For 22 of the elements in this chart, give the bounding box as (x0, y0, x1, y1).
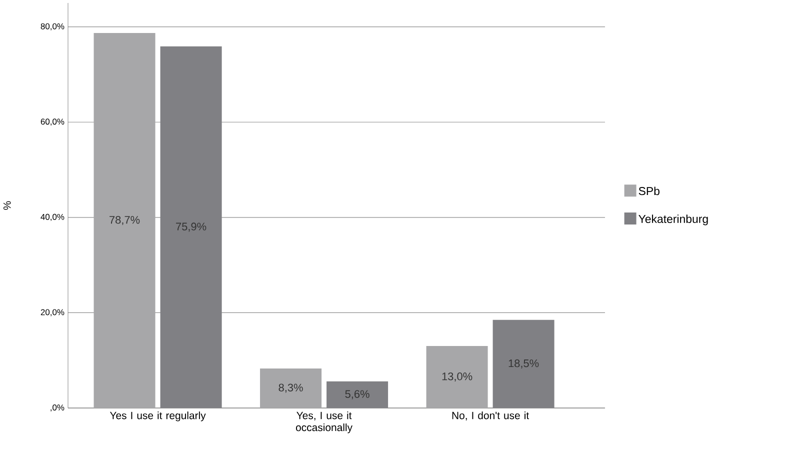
bar (326, 381, 388, 408)
y-tick-label: ,0% (50, 404, 64, 412)
data-label: 13,0% (442, 372, 472, 382)
x-tick-label: Yes, I use it occasionally (296, 412, 352, 434)
y-tick-label: 20,0% (40, 309, 64, 316)
bar (492, 320, 554, 408)
data-label: 8,3% (278, 384, 303, 393)
data-label: 78,7% (110, 216, 140, 226)
bar (260, 368, 322, 408)
data-label: 5,6% (345, 390, 370, 400)
legend-label: SPb (638, 186, 660, 196)
data-label: 75,9% (176, 222, 206, 232)
legend-label: Yekaterinburg (638, 214, 708, 226)
data-label: 18,5% (508, 359, 539, 368)
y-tick-label: 40,0% (40, 214, 64, 221)
bar (94, 33, 156, 408)
y-tick-label: 60,0% (40, 118, 64, 126)
bar (426, 346, 488, 408)
y-axis-title: % (3, 201, 11, 210)
x-tick-label: No, I don't use it (452, 412, 529, 420)
y-tick-label: 80,0% (40, 23, 64, 30)
x-tick-label: Yes I use it regularly (110, 412, 206, 422)
